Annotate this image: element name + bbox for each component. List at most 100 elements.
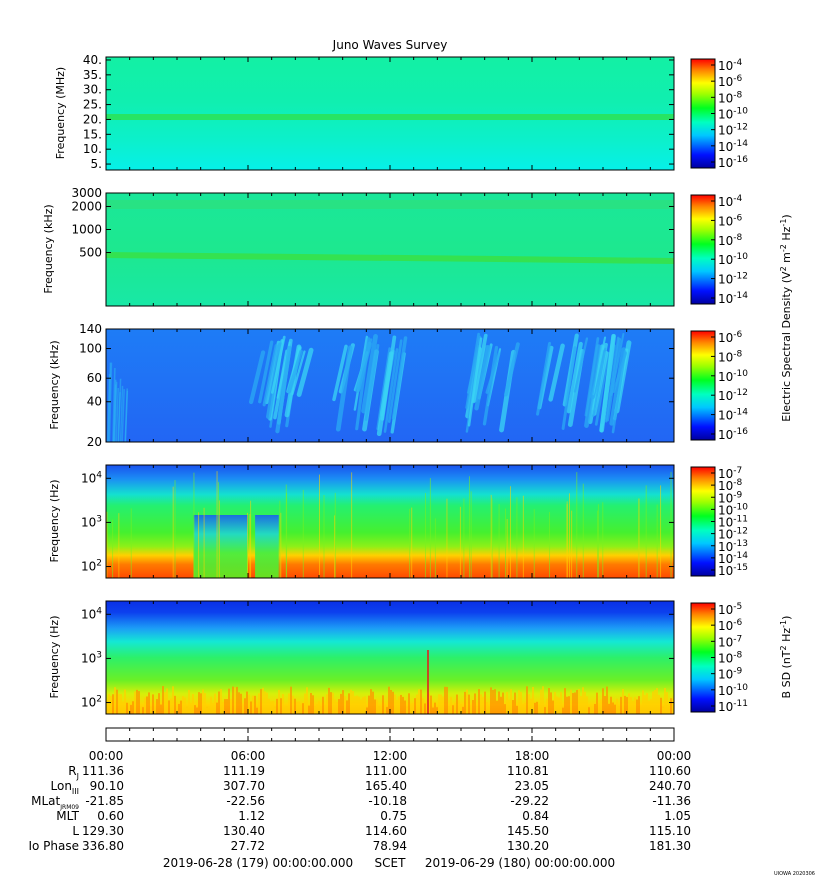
panel-5-fringe-col [306, 687, 308, 714]
panel-5-fringe-col [114, 687, 116, 714]
panel-5-fringe-col [546, 698, 548, 714]
y-tick-label: 25. [83, 98, 102, 112]
panel-5-fringe-col [158, 693, 160, 714]
y-tick-label: 103 [81, 650, 102, 665]
footer-start: 2019-06-28 (179) 00:00:00.000 [163, 856, 353, 870]
panel-5-fringe-col [116, 689, 118, 714]
colorbar-tick-label: 10-10 [718, 683, 748, 698]
panel-3-burst-streak [383, 348, 399, 433]
panel-5-fringe-col [618, 707, 620, 714]
panel-4-background [106, 465, 674, 578]
panel-5-fringe-col [186, 707, 188, 714]
panel-3-ylabel: Frequency (kHz) [48, 340, 61, 429]
panel-3-edge-streak [119, 385, 124, 442]
panel-3-burst-streak [573, 337, 589, 393]
colorbar-tick-label: 10-6 [718, 74, 743, 89]
panel-5-fringe-col [574, 692, 576, 714]
panel-5-fringe-col [378, 707, 380, 714]
y-tick-label: 100 [79, 342, 102, 356]
panel-5-fringe-col [578, 688, 580, 714]
panel-5-fringe-col [122, 701, 124, 714]
colorbar-tick-label: 10-6 [718, 618, 743, 633]
panel-5-fringe-col [634, 697, 636, 714]
colorbar-tick-label: 10-4 [718, 194, 743, 209]
footer-stamp: UIOWA 2020306 [774, 871, 815, 877]
panel-3-burst-streak [361, 333, 378, 414]
colorbar-tick-label: 10-8 [718, 478, 743, 493]
panel-5-spike [427, 650, 429, 714]
ephemeris-value: -11.36 [652, 794, 691, 808]
panel-5-fringe-col [598, 703, 600, 714]
panel-5-fringe-col [200, 693, 202, 714]
panel-5-fringe-col [554, 691, 556, 714]
colorbar-tick-label: 10-7 [718, 634, 742, 649]
ephemeris-row-label: MLatJRM09 [31, 794, 79, 811]
panel-3-burst-streak [273, 349, 289, 420]
ephemeris-value: 336.80 [82, 839, 124, 853]
panel-5-fringe-col [226, 699, 228, 714]
panel-5-fringe-col [404, 700, 406, 714]
panel-5-fringe-col [128, 703, 130, 714]
panel-5-fringe-col [502, 692, 504, 714]
panel-5-fringe-col [150, 707, 152, 714]
ephemeris-value: 130.20 [507, 839, 549, 853]
panel-3-burst-streak [287, 349, 303, 394]
panel-5-fringe-col [130, 704, 132, 714]
panel-5-fringe-col [148, 692, 150, 714]
time-axis: 00:00 06:00 12:00 18:00 00:00 [89, 728, 691, 763]
panel-5-fringe-col [420, 689, 422, 714]
panel-5-fringe-col [440, 694, 442, 714]
panel-5-fringe-col [134, 691, 136, 714]
panel-5-spectrogram [106, 601, 674, 714]
panel-5-fringe-col [624, 695, 626, 714]
panel-5-fringe-col [208, 706, 210, 714]
panel-5-fringe-col [434, 702, 436, 714]
colorbar-tick-label: 10-11 [718, 699, 748, 714]
panel-5-fringe-col [326, 694, 328, 714]
panel-5-fringe-col [666, 692, 668, 714]
ephemeris-value: -21.85 [85, 794, 124, 808]
panel-5-fringe-col [230, 699, 232, 714]
panel-5-fringe-col [160, 704, 162, 714]
panel-3-burst-streak [296, 347, 314, 397]
ephemeris-value: 78.94 [373, 839, 407, 853]
panel-2-band-lower [106, 252, 674, 264]
colorbar-tick-label: 10-7 [718, 466, 742, 481]
panel-5-fringe-col [456, 694, 458, 714]
panel-5-fringe-col [406, 707, 408, 714]
panel-5-fringe-col [322, 696, 324, 714]
panel-3-burst-streak [332, 344, 348, 402]
panel-5-fringe-col [118, 693, 120, 714]
y-tick-label: 3000 [71, 186, 102, 200]
panel-5-fringe-col [526, 686, 528, 714]
panel-3-edge-streak [115, 387, 119, 442]
panel-5-fringe-col [616, 698, 618, 714]
panel-5-fringe-col [278, 689, 280, 714]
panel-5-fringe-col [240, 693, 242, 714]
panel-5-fringe-col [606, 686, 608, 714]
y-tick-label: 15. [83, 127, 102, 141]
panel-5-fringe-col [172, 686, 174, 714]
panel-5-fringe-col [286, 707, 288, 714]
ephemeris-value: 110.60 [649, 764, 691, 778]
y-tick-label: 500 [79, 246, 102, 260]
panel-3-edge-streak [117, 392, 121, 442]
panel-5-fringe-col [336, 701, 338, 714]
y-tick-label: 20. [83, 112, 102, 126]
panel-3-burst-streak [467, 337, 483, 427]
panel-5-fringe-col [302, 703, 304, 714]
panel-5-fringe-col [644, 695, 646, 714]
panel-5-fringe-col [664, 687, 666, 714]
panel-5-fringe-col [144, 697, 146, 714]
colorbar-tick-label: 10-16 [718, 427, 748, 442]
panel-4-spikes [106, 471, 672, 578]
panel-5-fringe-col [356, 695, 358, 714]
panel-5-fringe-col [444, 686, 446, 714]
panel-5-fringe-col [258, 693, 260, 714]
panel-5-fringe-col [532, 686, 534, 714]
colorbar-3 [690, 330, 716, 441]
panel-5-fringe-col [140, 706, 142, 714]
panel-3-burst-streak [503, 342, 520, 397]
panel-5-fringe-col [388, 686, 390, 714]
panel-5-fringe-col [524, 703, 526, 714]
